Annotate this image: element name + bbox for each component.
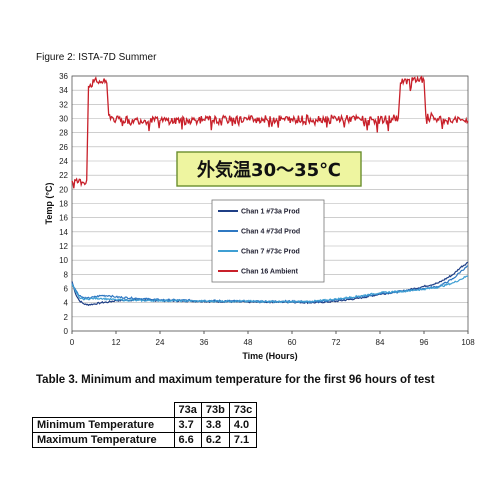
row-label: Minimum Temperature [32,417,175,433]
table-corner-cell [32,402,175,418]
table-cell: 4.0 [228,417,258,433]
table-header-row: 73a 73b 73c [32,402,258,418]
column-header: 73a [173,402,202,418]
x-tick-label: 24 [156,338,165,347]
table-row: Maximum Temperature 6.6 6.2 7.1 [32,432,258,448]
table-cell: 6.6 [173,432,202,448]
table-row: Minimum Temperature 3.7 3.8 4.0 [32,417,258,433]
y-tick-label: 30 [59,115,68,124]
y-tick-label: 36 [59,72,68,81]
table-cell: 7.1 [228,432,258,448]
annotation-text: 外気温30～35℃ [197,159,341,181]
row-label: Maximum Temperature [32,432,175,448]
y-tick-label: 10 [59,256,68,265]
y-tick-label: 8 [64,270,69,279]
table-cell: 6.2 [200,432,230,448]
x-tick-label: 60 [288,338,297,347]
table-cell: 3.8 [200,417,230,433]
y-tick-label: 28 [59,129,68,138]
legend-entry: Chan 16 Ambient [241,269,299,276]
x-axis-label: Time (Hours) [242,351,297,361]
chart-legend: Chan 1 #73a Prod Chan 4 #73d Prod Chan 7 #… [211,199,325,283]
y-tick-label: 4 [64,299,69,308]
series-line-3 [71,275,469,304]
chart-annotation: 外気温30～35℃ [176,151,362,187]
x-tick-label: 108 [461,338,475,347]
legend-box [211,199,325,283]
y-tick-label: 16 [59,214,68,223]
x-tick-label: 72 [332,338,341,347]
plot-frame [71,75,469,332]
table-cell: 3.7 [173,417,202,433]
chart-series [71,75,469,307]
y-tick-label: 0 [64,327,69,336]
min-max-table: 73a 73b 73c Minimum Temperature 3.7 3.8 … [32,402,258,448]
x-tick-label: 12 [112,338,121,347]
series-line-4 [71,75,469,189]
y-tick-label: 24 [59,157,68,166]
column-header: 73b [200,402,230,418]
legend-entry: Chan 7 #73c Prod [241,249,300,256]
y-tick-label: 22 [59,171,68,180]
x-tick-label: 0 [70,338,75,347]
legend-entry: Chan 4 #73d Prod [241,229,300,236]
x-tick-label: 84 [376,338,385,347]
annotation-box [176,151,362,187]
column-header: 73c [228,402,258,418]
y-tick-label: 12 [59,242,68,251]
figure-title: Figure 2: ISTA-7D Summer [36,52,157,63]
y-tick-label: 20 [59,185,68,194]
x-tick-label: 96 [420,338,429,347]
y-tick-label: 6 [64,285,69,294]
y-tick-label: 32 [59,100,68,109]
y-tick-label: 18 [59,200,68,209]
legend-entry: Chan 1 #73a Prod [241,209,300,216]
y-tick-label: 2 [64,313,69,322]
y-tick-label: 26 [59,143,68,152]
y-axis-label: Temp (°C) [44,183,54,225]
table-caption: Table 3. Minimum and maximum temperature… [36,374,435,386]
y-tick-label: 14 [59,228,68,237]
y-tick-label: 34 [59,86,68,95]
x-tick-label: 36 [200,338,209,347]
x-tick-label: 48 [244,338,253,347]
